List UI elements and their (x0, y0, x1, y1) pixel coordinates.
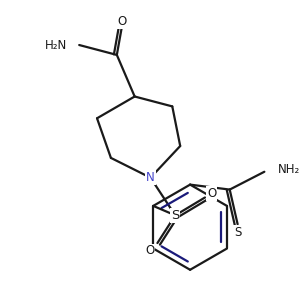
Text: H₂N: H₂N (45, 39, 67, 51)
Text: O: O (145, 245, 154, 258)
Text: S: S (234, 226, 241, 239)
Text: O: O (117, 15, 126, 28)
Text: O: O (207, 187, 217, 200)
Text: N: N (146, 171, 155, 184)
Text: NH₂: NH₂ (278, 163, 300, 176)
Text: S: S (171, 209, 179, 222)
